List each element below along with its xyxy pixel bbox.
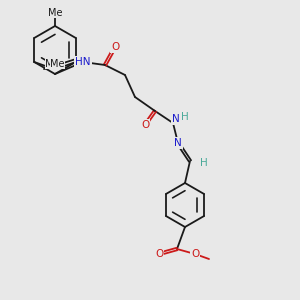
Text: Me: Me (50, 59, 65, 69)
Text: O: O (141, 120, 149, 130)
Text: O: O (155, 249, 163, 259)
Text: Me: Me (48, 8, 62, 18)
Text: H: H (200, 158, 208, 168)
Text: Me: Me (45, 59, 60, 69)
Text: HN: HN (75, 57, 91, 67)
Text: O: O (191, 249, 199, 259)
Text: N: N (172, 114, 180, 124)
Text: N: N (174, 138, 182, 148)
Text: O: O (111, 42, 119, 52)
Text: H: H (181, 112, 189, 122)
